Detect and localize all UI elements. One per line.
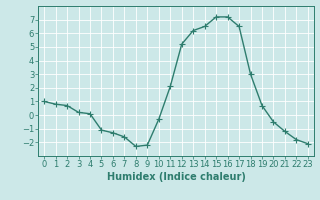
X-axis label: Humidex (Indice chaleur): Humidex (Indice chaleur) xyxy=(107,172,245,182)
